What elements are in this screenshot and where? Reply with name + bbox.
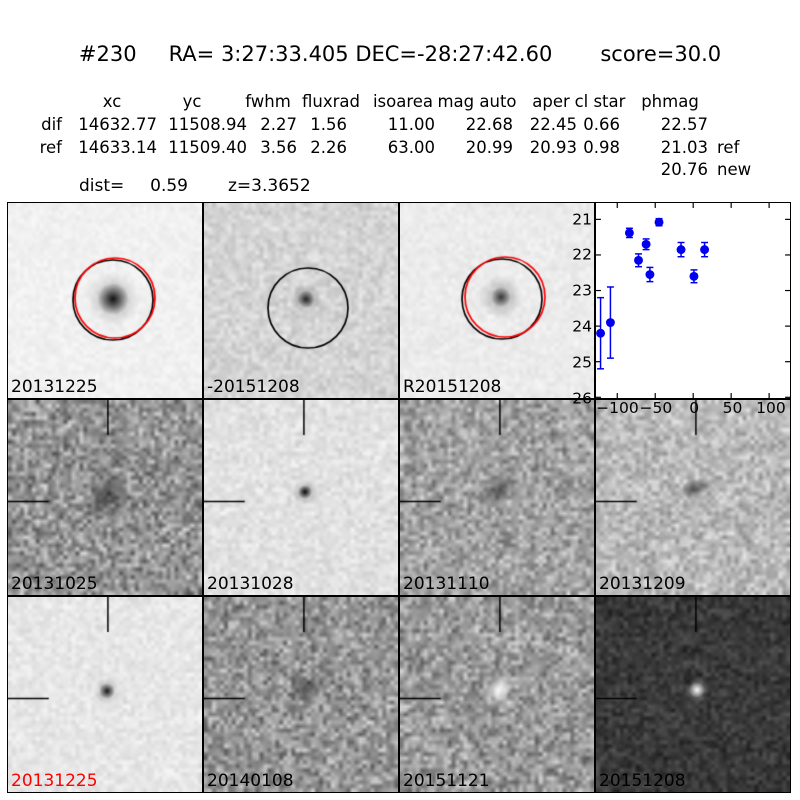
dif-yc: 11508.94 <box>168 115 247 134</box>
stamp-date-label: 20131025 <box>11 574 98 595</box>
col-header-xc: xc <box>102 92 122 111</box>
stamp-panel-20151208: 20151208 <box>595 596 791 793</box>
dist-value: 0.59 <box>150 176 188 196</box>
stamp-image <box>400 203 594 398</box>
ref-phmag-suffix: ref <box>717 138 740 157</box>
col-header-cl-star: cl star <box>574 92 626 111</box>
stamp-panel-20131110: 20131110 <box>399 399 595 596</box>
redshift-value: z=3.3652 <box>228 176 311 196</box>
stamp-panel-20151121: 20151121 <box>399 596 595 793</box>
stamp-date-label: 20151121 <box>403 771 490 792</box>
dif-aper: 22.45 <box>529 115 577 134</box>
ref-phmag: 21.03 <box>660 138 708 157</box>
dif-fwhm: 2.27 <box>260 115 297 134</box>
ref-isoarea: 63.00 <box>387 138 435 157</box>
dif-xc: 14632.77 <box>78 115 157 134</box>
col-header-isoarea: isoarea <box>372 92 434 111</box>
y-tick-label: 26 <box>572 389 592 408</box>
stamp-image <box>8 400 202 595</box>
figure-title: #230 RA= 3:27:33.405 DEC=-28:27:42.60 sc… <box>0 42 800 66</box>
stamp-panel-20131028: 20131028 <box>203 399 399 596</box>
new-phmag-suffix: new <box>717 160 752 179</box>
stamp-image <box>204 400 398 595</box>
dif-cl-star: 0.66 <box>583 115 620 134</box>
stamp-panel-ref-20151208: R20151208 <box>399 202 595 399</box>
stamp-image <box>204 597 398 792</box>
col-header-mag-auto: mag auto <box>437 92 517 111</box>
col-header-fwhm: fwhm <box>245 92 291 111</box>
row-label-ref: ref <box>39 138 62 157</box>
stamp-grid: 20131225 -20151208 R20151208 −100 −50 0 50 1… <box>7 202 791 793</box>
x-tick-label: 50 <box>722 399 743 417</box>
stamp-image <box>596 400 790 595</box>
stamp-panel-20131209: 20131209 <box>595 399 791 596</box>
stamp-date-label: 20140108 <box>207 771 294 792</box>
x-tick-label: −50 <box>639 399 673 417</box>
ra-dec-coordinates: RA= 3:27:33.405 DEC=-28:27:42.60 <box>168 42 553 66</box>
x-tick-label: 100 <box>756 399 786 417</box>
stamp-date-label: 20131209 <box>599 574 686 595</box>
dif-phmag: 22.57 <box>660 115 708 134</box>
ref-fluxrad: 2.26 <box>310 138 347 157</box>
stamp-date-label: 20131225 <box>11 377 98 398</box>
ref-yc: 11509.40 <box>168 138 247 157</box>
stamp-date-label: 20151208 <box>599 771 686 792</box>
y-tick-label: 22 <box>572 246 592 265</box>
stamp-panel-20140108: 20140108 <box>203 596 399 793</box>
stamp-panel-20131025: 20131025 <box>7 399 203 596</box>
new-phmag: 20.76 <box>660 160 708 179</box>
photometry-table: xc yc fwhm fluxrad isoarea mag auto aper… <box>0 0 800 200</box>
y-tick-label: 23 <box>572 282 592 301</box>
stamp-date-label: 20131028 <box>207 574 294 595</box>
stamp-date-label: 20131110 <box>403 574 490 595</box>
stamp-panel-20131225-red: 20131225 <box>7 596 203 793</box>
dif-mag-auto: 22.68 <box>465 115 513 134</box>
stamp-image <box>400 597 594 792</box>
ref-fwhm: 3.56 <box>260 138 297 157</box>
col-header-yc: yc <box>182 92 202 111</box>
row-label-dif: dif <box>41 115 62 134</box>
col-header-phmag: phmag <box>641 92 699 111</box>
y-tick-label: 24 <box>572 318 592 337</box>
stamp-date-label: -20151208 <box>207 377 300 398</box>
score-value: score=30.0 <box>600 42 722 66</box>
y-tick-label: 21 <box>572 210 592 229</box>
dif-isoarea: 11.00 <box>387 115 435 134</box>
stamp-image <box>596 597 790 792</box>
lightcurve-panel: −100 −50 0 50 100 21 22 23 24 25 26 <box>572 202 791 417</box>
dif-fluxrad: 1.56 <box>310 115 347 134</box>
ref-cl-star: 0.98 <box>583 138 620 157</box>
x-tick-label: −100 <box>596 399 639 417</box>
stamp-panel-dif-20151208: -20151208 <box>203 202 399 399</box>
col-header-fluxrad: fluxrad <box>302 92 360 111</box>
dist-label: dist= <box>79 176 125 196</box>
stamp-date-label: 20131225 <box>11 771 98 792</box>
y-tick-label: 25 <box>572 353 592 372</box>
ref-xc: 14633.14 <box>78 138 157 157</box>
stamp-image <box>400 400 594 595</box>
stamp-panel-new-20131225: 20131225 <box>7 202 203 399</box>
ref-aper: 20.93 <box>529 138 577 157</box>
x-tick-label: 0 <box>689 399 700 417</box>
lightcurve-plot-svg <box>596 203 790 398</box>
stamp-image <box>8 203 202 398</box>
stamp-date-label: R20151208 <box>403 377 502 398</box>
stamp-image <box>204 203 398 398</box>
col-header-aper: aper <box>532 92 570 111</box>
object-id: #230 <box>78 42 137 66</box>
stamp-image <box>8 597 202 792</box>
ref-mag-auto: 20.99 <box>465 138 513 157</box>
